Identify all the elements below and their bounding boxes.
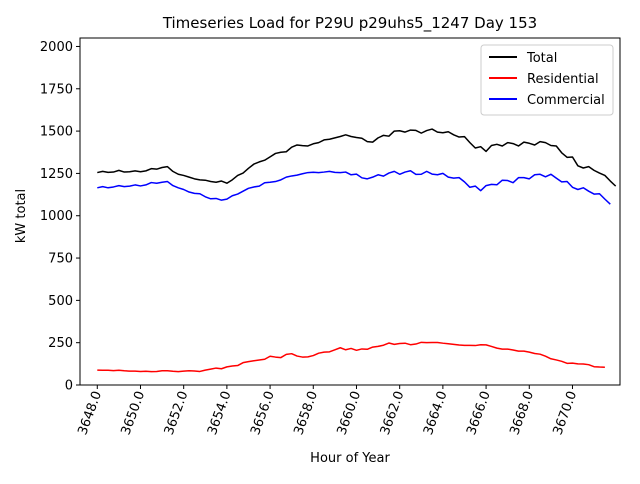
legend-label-commercial: Commercial bbox=[527, 93, 605, 108]
x-axis-label: Hour of Year bbox=[310, 451, 390, 466]
series-layer bbox=[97, 128, 617, 373]
y-tick-label: 1500 bbox=[40, 125, 73, 140]
chart-title: Timeseries Load for P29U p29uhs5_1247 Da… bbox=[162, 14, 537, 33]
y-tick-label: 1250 bbox=[40, 167, 73, 182]
legend-label-residential: Residential bbox=[527, 72, 599, 87]
legend-box bbox=[480, 44, 614, 116]
series-line-commercial bbox=[97, 169, 611, 205]
y-tick-label: 250 bbox=[48, 336, 73, 351]
series-line-total bbox=[97, 128, 617, 187]
y-tick-label: 2000 bbox=[40, 40, 73, 55]
y-tick-label: 1000 bbox=[40, 209, 73, 224]
legend-label-total: Total bbox=[526, 51, 557, 66]
y-tick-label: 500 bbox=[48, 294, 73, 309]
y-tick-label: 1750 bbox=[40, 82, 73, 97]
y-tick-label: 0 bbox=[65, 379, 73, 394]
series-line-residential bbox=[97, 341, 605, 373]
y-axis-label: kW total bbox=[14, 189, 29, 243]
plot-frame bbox=[79, 37, 621, 386]
y-tick-label: 750 bbox=[48, 252, 73, 267]
legend: Total Residential Commercial bbox=[480, 44, 614, 116]
